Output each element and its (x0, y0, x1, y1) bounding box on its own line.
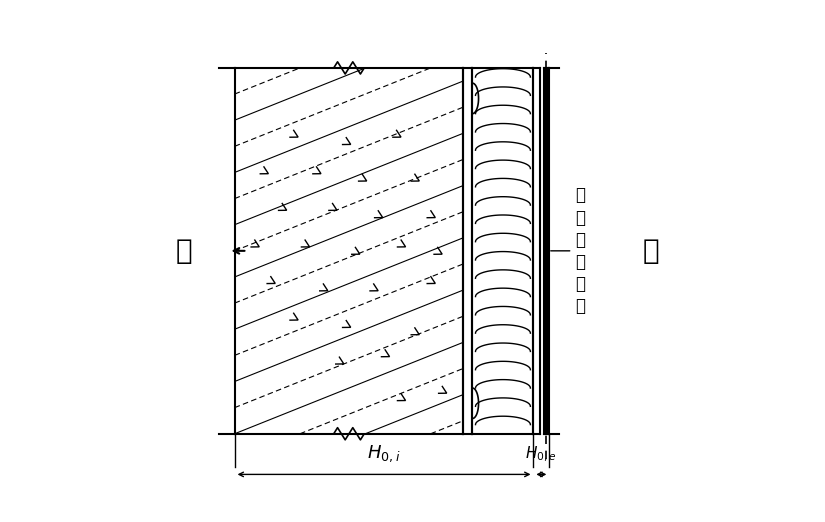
Text: 内: 内 (176, 237, 192, 265)
Text: 外: 外 (643, 237, 660, 265)
Bar (534, 68, 540, 434)
Text: $H_{0,e}$: $H_{0,e}$ (526, 445, 557, 464)
Text: 冷
凝
计
算
界
面: 冷 凝 计 算 界 面 (575, 186, 585, 315)
Bar (473, 68, 534, 434)
Bar (464, 68, 473, 434)
Text: $H_{0,i}$: $H_{0,i}$ (367, 444, 401, 464)
Bar (234, 68, 464, 434)
